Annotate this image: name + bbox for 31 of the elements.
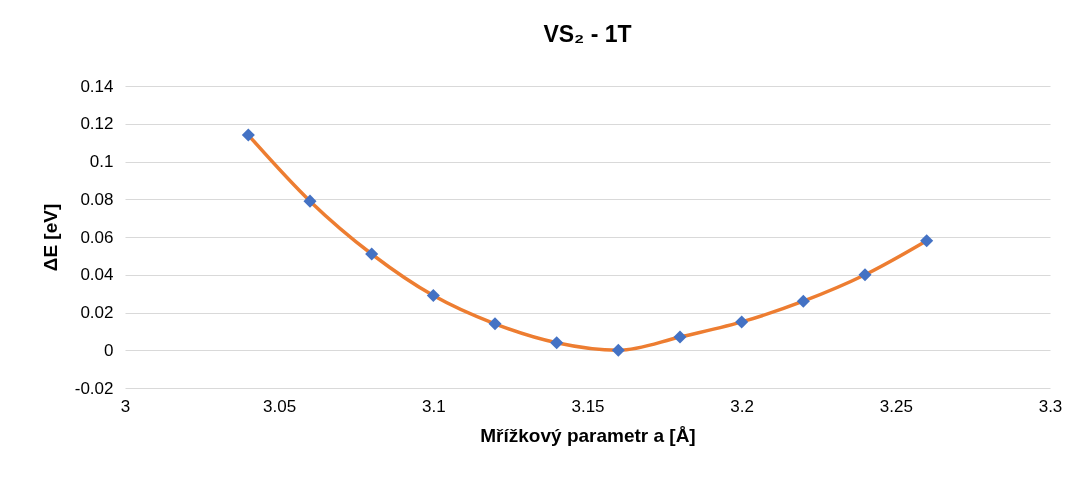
point	[488, 317, 502, 331]
point	[303, 194, 317, 208]
x-tick-label: 3	[120, 396, 131, 416]
point	[365, 247, 379, 261]
x-tick-label: 3.05	[263, 396, 297, 416]
y-tick-label: -0.02	[74, 378, 114, 398]
y-tick-label: 0.12	[80, 114, 114, 134]
chart-title: VS₂ - 1T	[543, 21, 632, 47]
x-tick-label: 3.15	[571, 396, 605, 416]
y-tick-label: 0.02	[80, 303, 114, 322]
point	[796, 294, 810, 308]
x-tick-label: 3.2	[730, 396, 754, 416]
x-tick-label: 3.1	[422, 396, 446, 416]
point	[920, 234, 934, 248]
y-tick-label: 0.1	[89, 152, 114, 171]
point	[550, 336, 564, 350]
x-axis-title: Mřížkový parametr a [Å]	[480, 424, 696, 446]
point	[426, 288, 440, 303]
point	[611, 343, 625, 357]
point	[858, 268, 872, 282]
y-tick-label: 0.06	[80, 227, 114, 247]
x-tick-label: 3.25	[879, 396, 913, 416]
y-tick-label: 0.04	[80, 265, 114, 285]
point	[735, 315, 749, 329]
x-tick-label: 3.3	[1038, 396, 1063, 416]
y-axis-title: ΔE [eV]	[39, 203, 61, 272]
point	[241, 128, 255, 142]
y-tick-label: 0.14	[80, 76, 114, 96]
y-tick-label: 0	[104, 340, 114, 360]
y-tick-label: 0.08	[80, 189, 114, 209]
point	[673, 330, 687, 344]
